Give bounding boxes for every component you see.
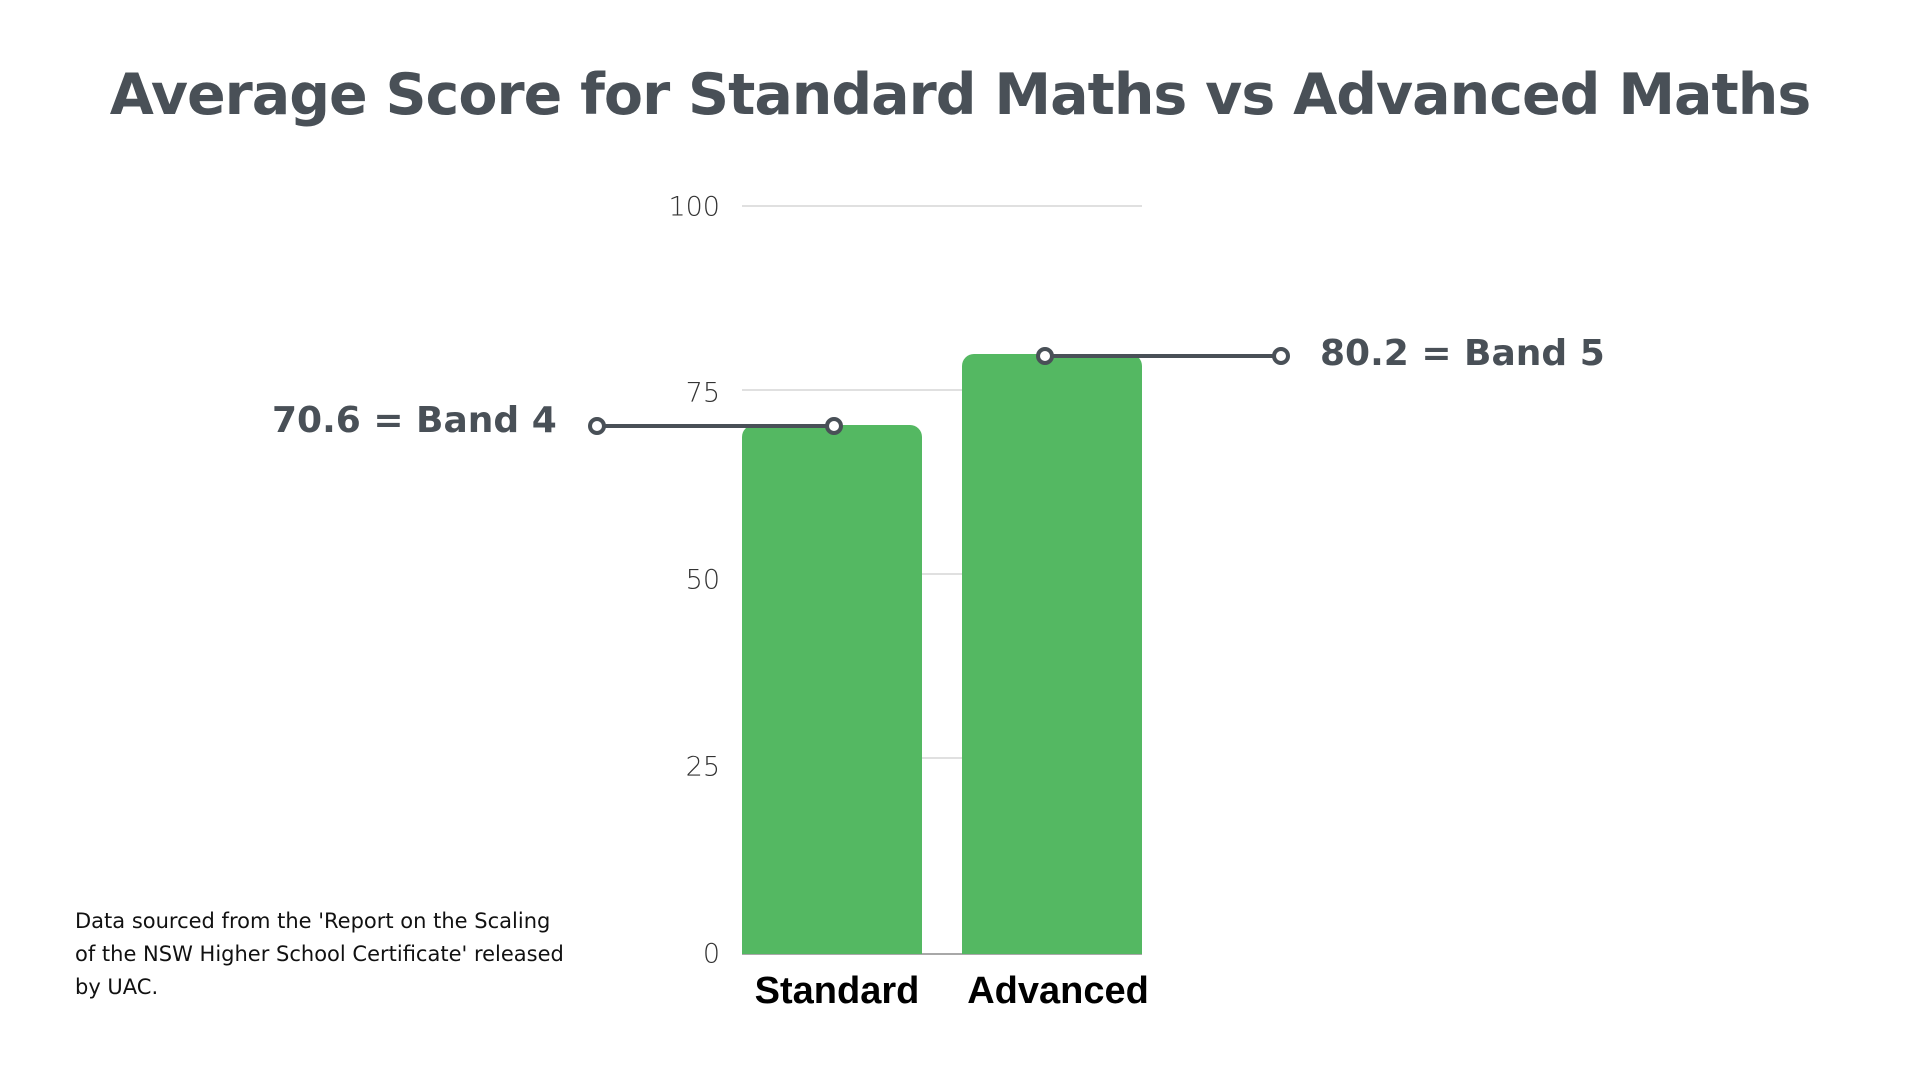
annotation-standard-end-dot-icon bbox=[825, 417, 843, 435]
y-tick-100: 100 bbox=[668, 191, 720, 223]
annotation-standard-start-dot-icon bbox=[588, 417, 606, 435]
source-footnote: Data sourced from the 'Report on the Sca… bbox=[75, 905, 615, 1004]
annotation-standard: 70.6 = Band 4 bbox=[272, 400, 557, 441]
gridline-75 bbox=[742, 389, 1142, 391]
footnote-line: by UAC. bbox=[75, 975, 159, 999]
bar-advanced bbox=[962, 354, 1142, 954]
footnote-line: of the NSW Higher School Certificate' re… bbox=[75, 942, 564, 966]
bar-standard bbox=[742, 425, 922, 954]
annotation-standard-leader bbox=[598, 424, 834, 428]
y-tick-50: 50 bbox=[685, 564, 720, 596]
y-tick-25: 25 bbox=[685, 751, 720, 783]
gridline-25 bbox=[742, 757, 1142, 759]
x-axis-baseline bbox=[742, 953, 1142, 955]
gridline-100 bbox=[742, 205, 1142, 207]
gridline-50 bbox=[742, 573, 1142, 575]
x-label-advanced: Advanced bbox=[967, 970, 1149, 1012]
chart-title: Average Score for Standard Maths vs Adva… bbox=[109, 62, 1812, 128]
annotation-advanced-end-dot-icon bbox=[1272, 347, 1290, 365]
x-label-standard: Standard bbox=[754, 970, 920, 1012]
y-tick-0: 0 bbox=[702, 938, 720, 970]
annotation-advanced-start-dot-icon bbox=[1036, 347, 1054, 365]
annotation-advanced: 80.2 = Band 5 bbox=[1320, 333, 1605, 374]
y-tick-75: 75 bbox=[685, 377, 720, 409]
footnote-line: Data sourced from the 'Report on the Sca… bbox=[75, 909, 551, 933]
annotation-advanced-leader bbox=[1045, 354, 1281, 358]
